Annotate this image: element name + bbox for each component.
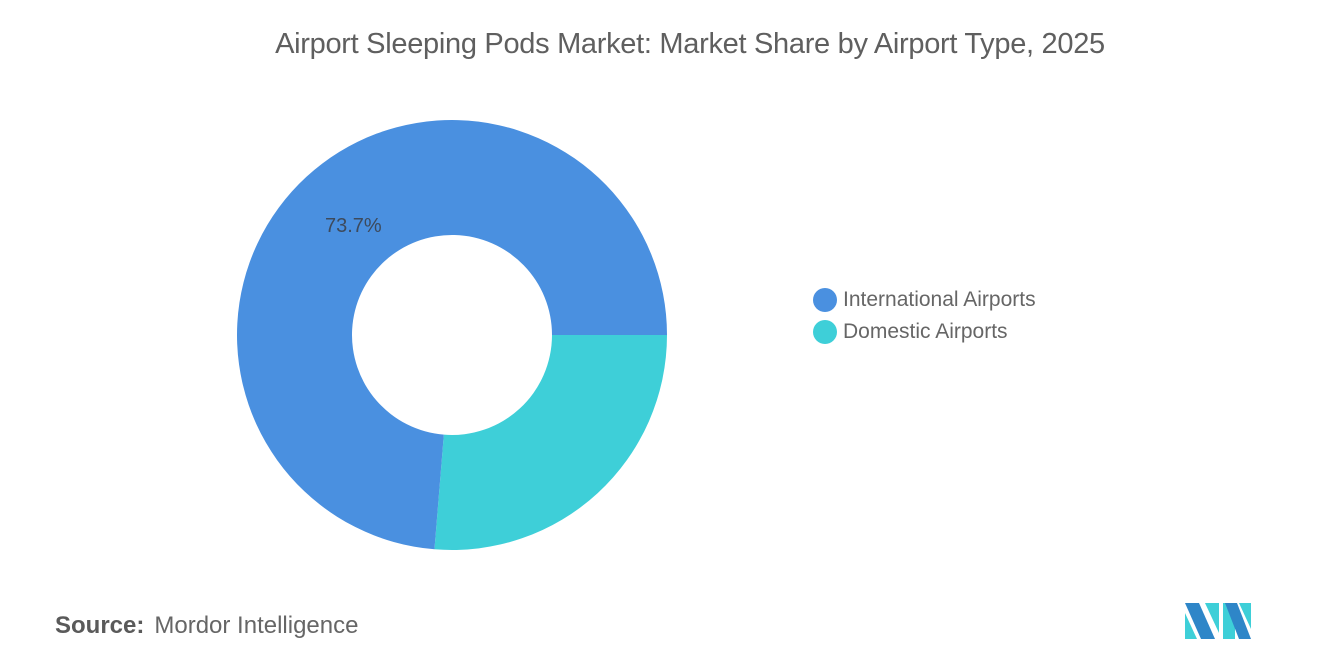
legend-label: Domestic Airports	[843, 320, 1008, 343]
donut-slice-domestic-airports[interactable]	[434, 335, 667, 551]
donut-slices	[237, 120, 667, 551]
legend-swatch-circle-icon	[813, 288, 837, 312]
legend-swatch-circle-icon	[813, 320, 837, 344]
source-key: Source:	[55, 612, 145, 639]
donut-slice-international-airports[interactable]	[237, 120, 667, 550]
legend-item-domestic[interactable]: Domestic Airports	[813, 316, 1036, 348]
source-note: Source: Mordor Intelligence	[55, 612, 358, 640]
chart-title: Airport Sleeping Pods Market: Market Sha…	[275, 28, 1105, 60]
legend-item-international[interactable]: International Airports	[813, 284, 1036, 316]
mordor-intelligence-logo-icon	[1185, 603, 1251, 639]
legend-label: International Airports	[843, 288, 1036, 311]
legend: International Airports Domestic Airports	[813, 284, 1036, 348]
data-label-international: 73.7%	[325, 215, 382, 237]
source-value: Mordor Intelligence	[154, 612, 359, 639]
